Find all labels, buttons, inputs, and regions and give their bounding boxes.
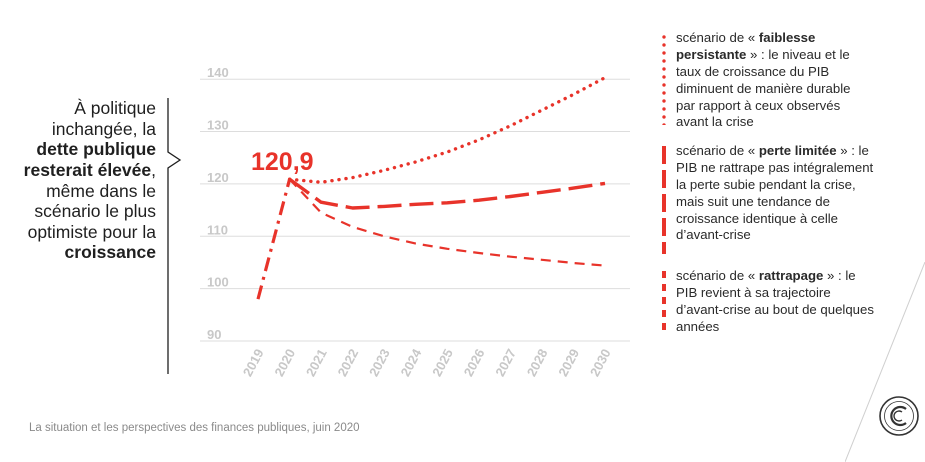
headline-part-0: À politique inchangée, la [51,98,156,139]
legend-item-dashed: scénario de « perte limitée » : le PIB n… [662,143,876,254]
x-tick-label: 2028 [524,346,551,379]
value-annotation: 120,9 [251,148,314,176]
y-tick-label: 100 [207,275,229,290]
x-tick-label: 2025 [429,346,456,379]
legend-2-part-1: rattrapage [758,268,824,283]
y-tick-label: 90 [207,327,221,342]
series-line-rattrapage [288,178,606,267]
legend-text: scénario de « rattrapage » : le PIB revi… [662,268,876,336]
legend-0-part-2: » : le niveau et le taux de croissance d… [676,46,851,130]
legend-1-part-0: scénario de « [676,143,759,158]
legend-item-short-dash: scénario de « rattrapage » : le PIB revi… [662,268,876,336]
x-tick-label: 2029 [555,346,582,379]
series-line-perte [288,177,606,210]
x-tick-label: 2026 [461,346,488,379]
legend-2-part-0: scénario de « [676,268,759,283]
x-tick-label: 2030 [587,346,614,379]
x-tick-label: 2027 [492,346,519,379]
x-tick-label: 2021 [303,346,330,379]
court-seal-icon [879,396,919,436]
legend-0-part-1: faiblesse persistante [676,30,816,62]
legend-text: scénario de « perte limitée » : le PIB n… [662,143,876,244]
y-tick-label: 140 [207,65,229,80]
legend-item-dotted: scénario de « faiblesse persistante » : … [662,30,856,131]
x-tick-label: 2022 [334,346,361,379]
legend-1-part-1: perte limitée [758,143,837,158]
series-lines [256,75,607,300]
source-note: La situation et les perspectives des fin… [29,422,360,434]
y-axis-ticks: 90 100 110 120 130 140 [207,65,229,342]
y-tick-label: 130 [207,118,229,133]
x-tick-label: 2023 [366,346,393,379]
headline-part-2: , même dans le scénario le plus optimist… [27,159,156,242]
legend-marker [662,271,666,331]
legend-marker [662,33,666,125]
x-tick-label: 2020 [271,346,298,379]
x-tick-label: 2019 [240,346,267,379]
y-tick-label: 120 [207,170,229,185]
series-line-base [256,178,292,300]
headline: À politique inchangée, la dette publique… [10,98,156,263]
legend-2-part-2: » : le PIB revient à sa trajectoire d’av… [676,268,874,334]
gridlines [200,78,630,342]
legend-marker [662,146,666,254]
y-tick-label: 110 [207,222,228,237]
x-axis-ticks: 2019 2020 2021 2022 2023 2024 2025 2026 2027 2028… [240,346,614,379]
legend-0-part-0: scénario de « [676,30,759,45]
legend-1-part-2: » : le PIB ne rattrape pas intégralement… [676,143,874,243]
legend-text: scénario de « faiblesse persistante » : … [662,30,856,131]
series-line-faiblesse [287,75,607,185]
headline-part-1: dette publique resterait élevée [23,139,156,180]
headline-part-3: croissance [64,242,156,263]
logo-corner [845,262,925,462]
brace-divider [167,98,182,374]
x-tick-label: 2024 [398,346,425,379]
